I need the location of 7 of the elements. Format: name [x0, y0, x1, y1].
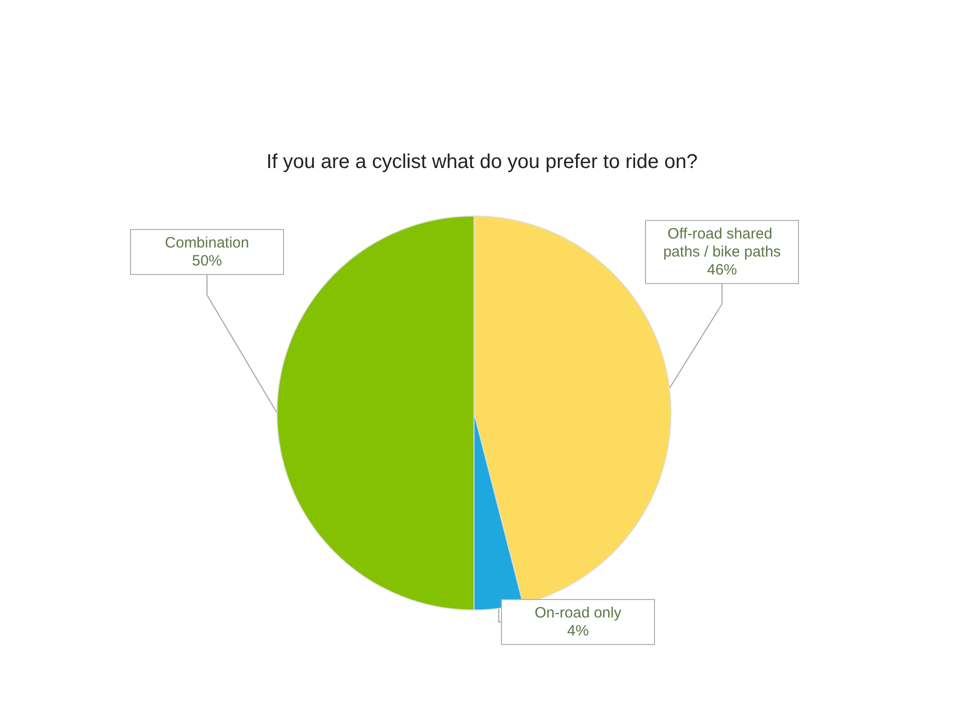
slice-label: Off-road shared paths / bike paths: [663, 226, 781, 260]
data-label: 4%: [567, 622, 589, 640]
slice-label: On-road only: [534, 604, 622, 622]
chart-title: If you are a cyclist what do you prefer to ride on?: [266, 151, 698, 173]
data-label: 46%: [706, 262, 738, 278]
slice-label: Combination: [164, 234, 250, 252]
data-label: 50%: [192, 252, 222, 270]
